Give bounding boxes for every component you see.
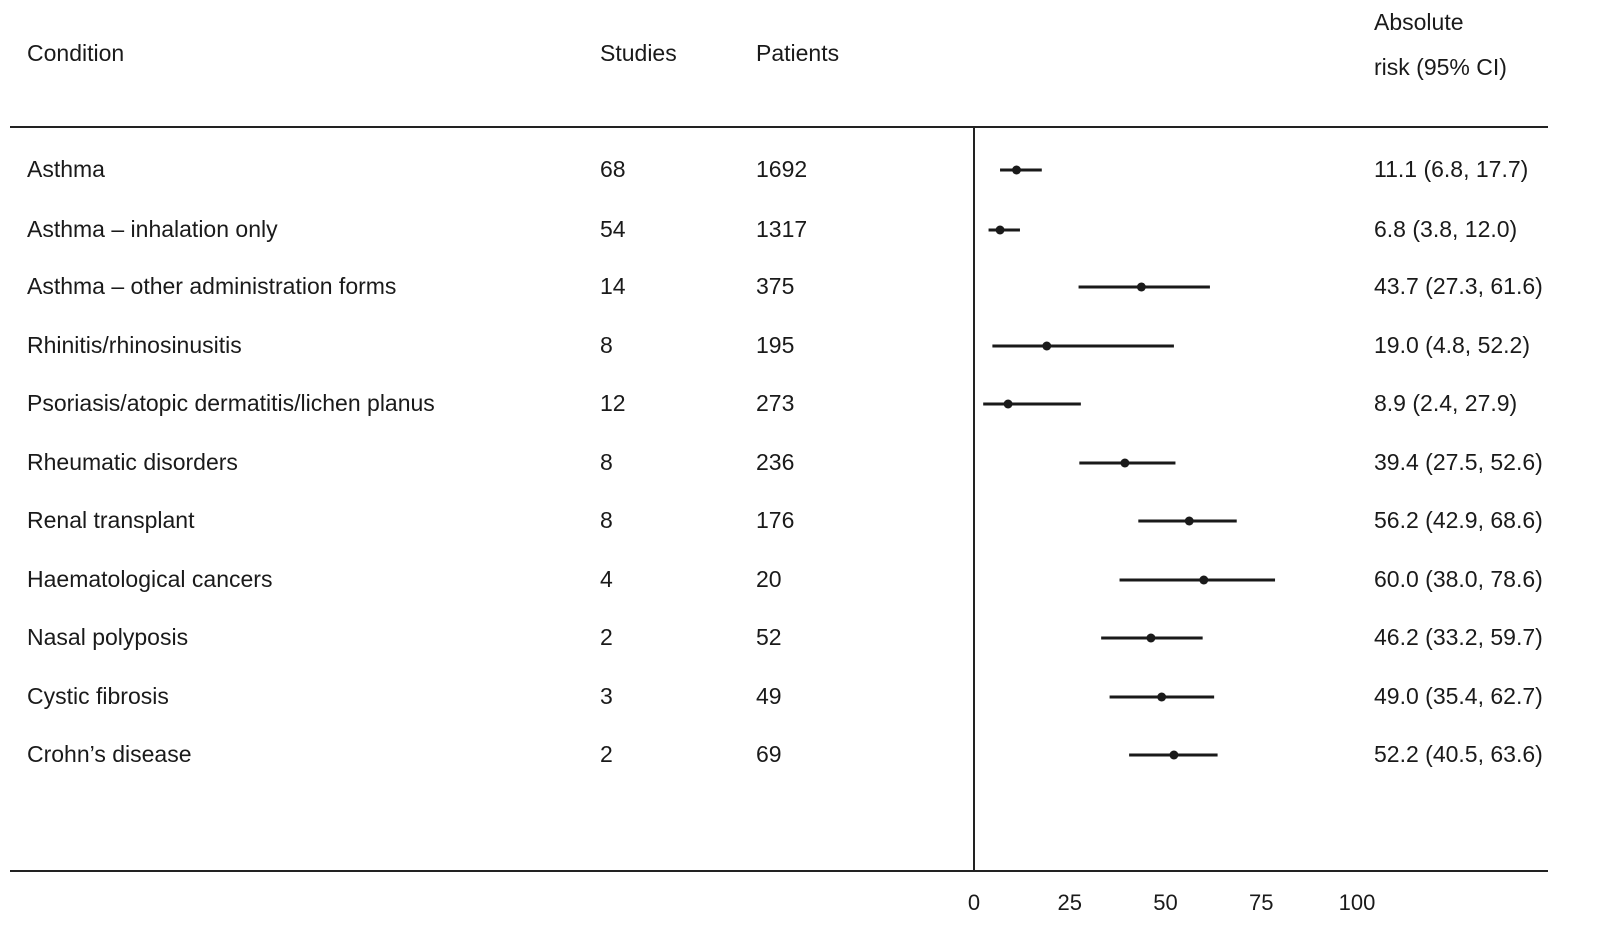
cell-risk: 49.0 (35.4, 62.7): [1374, 683, 1543, 709]
cell-risk: 43.7 (27.3, 61.6): [1374, 273, 1543, 299]
cell-risk: 19.0 (4.8, 52.2): [1374, 332, 1530, 358]
cell-condition: Asthma – other administration forms: [27, 273, 397, 299]
cell-risk: 39.4 (27.5, 52.6): [1374, 449, 1543, 475]
cell-patients: 195: [756, 332, 795, 358]
cell-studies: 8: [600, 449, 613, 475]
cell-risk: 52.2 (40.5, 63.6): [1374, 741, 1543, 767]
cell-condition: Asthma – inhalation only: [27, 216, 278, 242]
cell-condition: Crohn’s disease: [27, 741, 192, 767]
header-condition: Condition: [27, 40, 125, 66]
cell-risk: 8.9 (2.4, 27.9): [1374, 390, 1518, 416]
x-tick-label: 50: [1153, 890, 1177, 915]
cell-studies: 8: [600, 332, 613, 358]
cell-studies: 68: [600, 156, 626, 182]
cell-condition: Rhinitis/rhinosinusitis: [27, 332, 242, 358]
cell-studies: 12: [600, 390, 626, 416]
point-estimate: [1042, 341, 1052, 351]
cell-patients: 1317: [756, 216, 808, 242]
point-estimate: [1012, 165, 1022, 175]
cell-studies: 8: [600, 507, 613, 533]
point-estimate: [1184, 516, 1194, 526]
cell-risk: 56.2 (42.9, 68.6): [1374, 507, 1543, 533]
cell-condition: Cystic fibrosis: [27, 683, 169, 709]
point-estimate: [1136, 282, 1146, 292]
cell-studies: 2: [600, 741, 613, 767]
cell-patients: 69: [756, 741, 782, 767]
cell-risk: 46.2 (33.2, 59.7): [1374, 624, 1543, 650]
x-tick-label: 25: [1058, 890, 1082, 915]
cell-condition: Haematological cancers: [27, 566, 273, 592]
cell-risk: 6.8 (3.8, 12.0): [1374, 216, 1518, 242]
point-estimate: [995, 225, 1005, 235]
header-risk-line1: Absolute: [1374, 9, 1464, 35]
point-estimate: [1199, 575, 1209, 585]
top-rule: [10, 126, 1548, 128]
cell-patients: 176: [756, 507, 795, 533]
bottom-rule: [10, 870, 1548, 872]
cell-studies: 3: [600, 683, 613, 709]
cell-condition: Renal transplant: [27, 507, 195, 533]
cell-studies: 14: [600, 273, 626, 299]
header-risk-line2: risk (95% CI): [1374, 54, 1507, 80]
point-estimate: [1169, 750, 1179, 760]
cell-patients: 20: [756, 566, 782, 592]
point-estimate: [1157, 692, 1167, 702]
x-tick-label: 75: [1249, 890, 1273, 915]
cell-patients: 52: [756, 624, 782, 650]
cell-condition: Psoriasis/atopic dermatitis/lichen planu…: [27, 390, 435, 416]
cell-risk: 60.0 (38.0, 78.6): [1374, 566, 1543, 592]
header-patients: Patients: [756, 40, 840, 66]
point-estimate: [1003, 399, 1013, 409]
cell-patients: 375: [756, 273, 795, 299]
x-tick-label: 0: [968, 890, 980, 915]
cell-studies: 54: [600, 216, 626, 242]
cell-patients: 273: [756, 390, 795, 416]
cell-studies: 2: [600, 624, 613, 650]
header-studies: Studies: [600, 40, 677, 66]
cell-condition: Asthma: [27, 156, 105, 182]
cell-patients: 236: [756, 449, 795, 475]
cell-studies: 4: [600, 566, 613, 592]
x-tick-label: 100: [1339, 890, 1376, 915]
point-estimate: [1146, 633, 1156, 643]
cell-patients: 49: [756, 683, 782, 709]
cell-risk: 11.1 (6.8, 17.7): [1374, 156, 1529, 182]
cell-condition: Nasal polyposis: [27, 624, 189, 650]
cell-patients: 1692: [756, 156, 808, 182]
point-estimate: [1120, 458, 1130, 468]
cell-condition: Rheumatic disorders: [27, 449, 238, 475]
